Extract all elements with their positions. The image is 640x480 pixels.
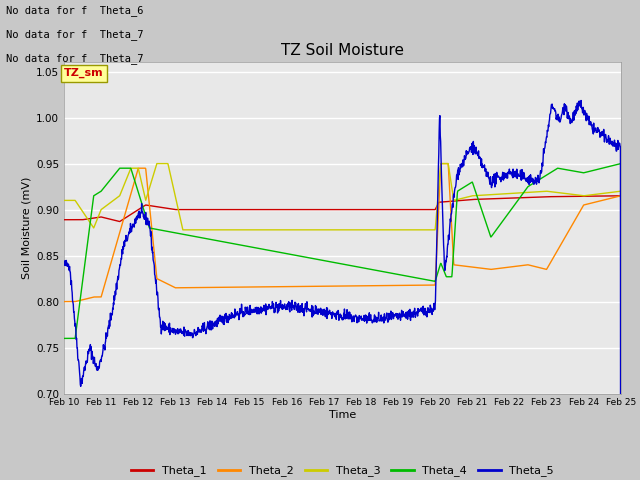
Theta_2 bbox=[126, 195, 134, 201]
Theta_3 bbox=[378, 227, 385, 233]
Text: No data for f  Theta_7: No data for f Theta_7 bbox=[6, 53, 144, 64]
Theta_2 bbox=[377, 283, 385, 288]
Theta_4 bbox=[126, 165, 134, 171]
Theta_3 bbox=[617, 188, 625, 194]
Theta_5 bbox=[103, 332, 111, 337]
Theta_1 bbox=[318, 207, 326, 213]
Theta_4 bbox=[103, 181, 111, 187]
Theta_5 bbox=[577, 97, 585, 103]
Theta_5 bbox=[308, 302, 316, 308]
Theta_4 bbox=[60, 336, 68, 341]
Theta_4 bbox=[296, 253, 304, 259]
Line: Theta_2: Theta_2 bbox=[64, 164, 621, 301]
Line: Theta_1: Theta_1 bbox=[64, 196, 621, 222]
Line: Theta_5: Theta_5 bbox=[64, 100, 621, 480]
Text: No data for f  Theta_7: No data for f Theta_7 bbox=[6, 29, 144, 40]
Theta_3 bbox=[319, 227, 326, 233]
Theta_3 bbox=[153, 161, 161, 167]
Text: TZ_sm: TZ_sm bbox=[64, 68, 104, 78]
Theta_5 bbox=[126, 226, 134, 231]
Theta_3 bbox=[60, 198, 68, 204]
Y-axis label: Soil Moisture (mV): Soil Moisture (mV) bbox=[22, 177, 32, 279]
Theta_5 bbox=[377, 313, 385, 319]
Line: Theta_3: Theta_3 bbox=[64, 164, 621, 230]
Theta_1 bbox=[60, 217, 68, 223]
Theta_5 bbox=[318, 307, 326, 313]
Text: No data for f  Theta_6: No data for f Theta_6 bbox=[6, 5, 144, 16]
Theta_2 bbox=[308, 284, 316, 289]
Title: TZ Soil Moisture: TZ Soil Moisture bbox=[281, 44, 404, 59]
Theta_2 bbox=[103, 274, 111, 279]
Theta_2 bbox=[296, 284, 304, 289]
Theta_4 bbox=[617, 161, 625, 167]
Theta_2 bbox=[60, 299, 68, 304]
Theta_2 bbox=[437, 161, 445, 167]
Theta_5 bbox=[296, 303, 304, 309]
Theta_1 bbox=[297, 207, 305, 213]
Theta_1 bbox=[103, 216, 111, 221]
Theta_1 bbox=[116, 219, 124, 225]
Legend: Theta_1, Theta_2, Theta_3, Theta_4, Theta_5: Theta_1, Theta_2, Theta_3, Theta_4, Thet… bbox=[126, 461, 559, 480]
Theta_2 bbox=[318, 283, 326, 289]
Theta_3 bbox=[308, 227, 316, 233]
Line: Theta_4: Theta_4 bbox=[64, 164, 621, 338]
Theta_5 bbox=[60, 261, 68, 266]
Theta_3 bbox=[126, 168, 134, 174]
Theta_2 bbox=[617, 193, 625, 199]
Theta_3 bbox=[179, 227, 187, 233]
Theta_1 bbox=[378, 207, 385, 213]
Theta_3 bbox=[103, 202, 111, 208]
Theta_4 bbox=[318, 257, 326, 263]
Theta_4 bbox=[308, 255, 316, 261]
Theta_1 bbox=[308, 207, 316, 213]
Theta_3 bbox=[297, 227, 305, 233]
X-axis label: Time: Time bbox=[329, 410, 356, 420]
Theta_1 bbox=[126, 212, 134, 218]
Theta_4 bbox=[377, 268, 385, 274]
Theta_1 bbox=[617, 193, 625, 199]
